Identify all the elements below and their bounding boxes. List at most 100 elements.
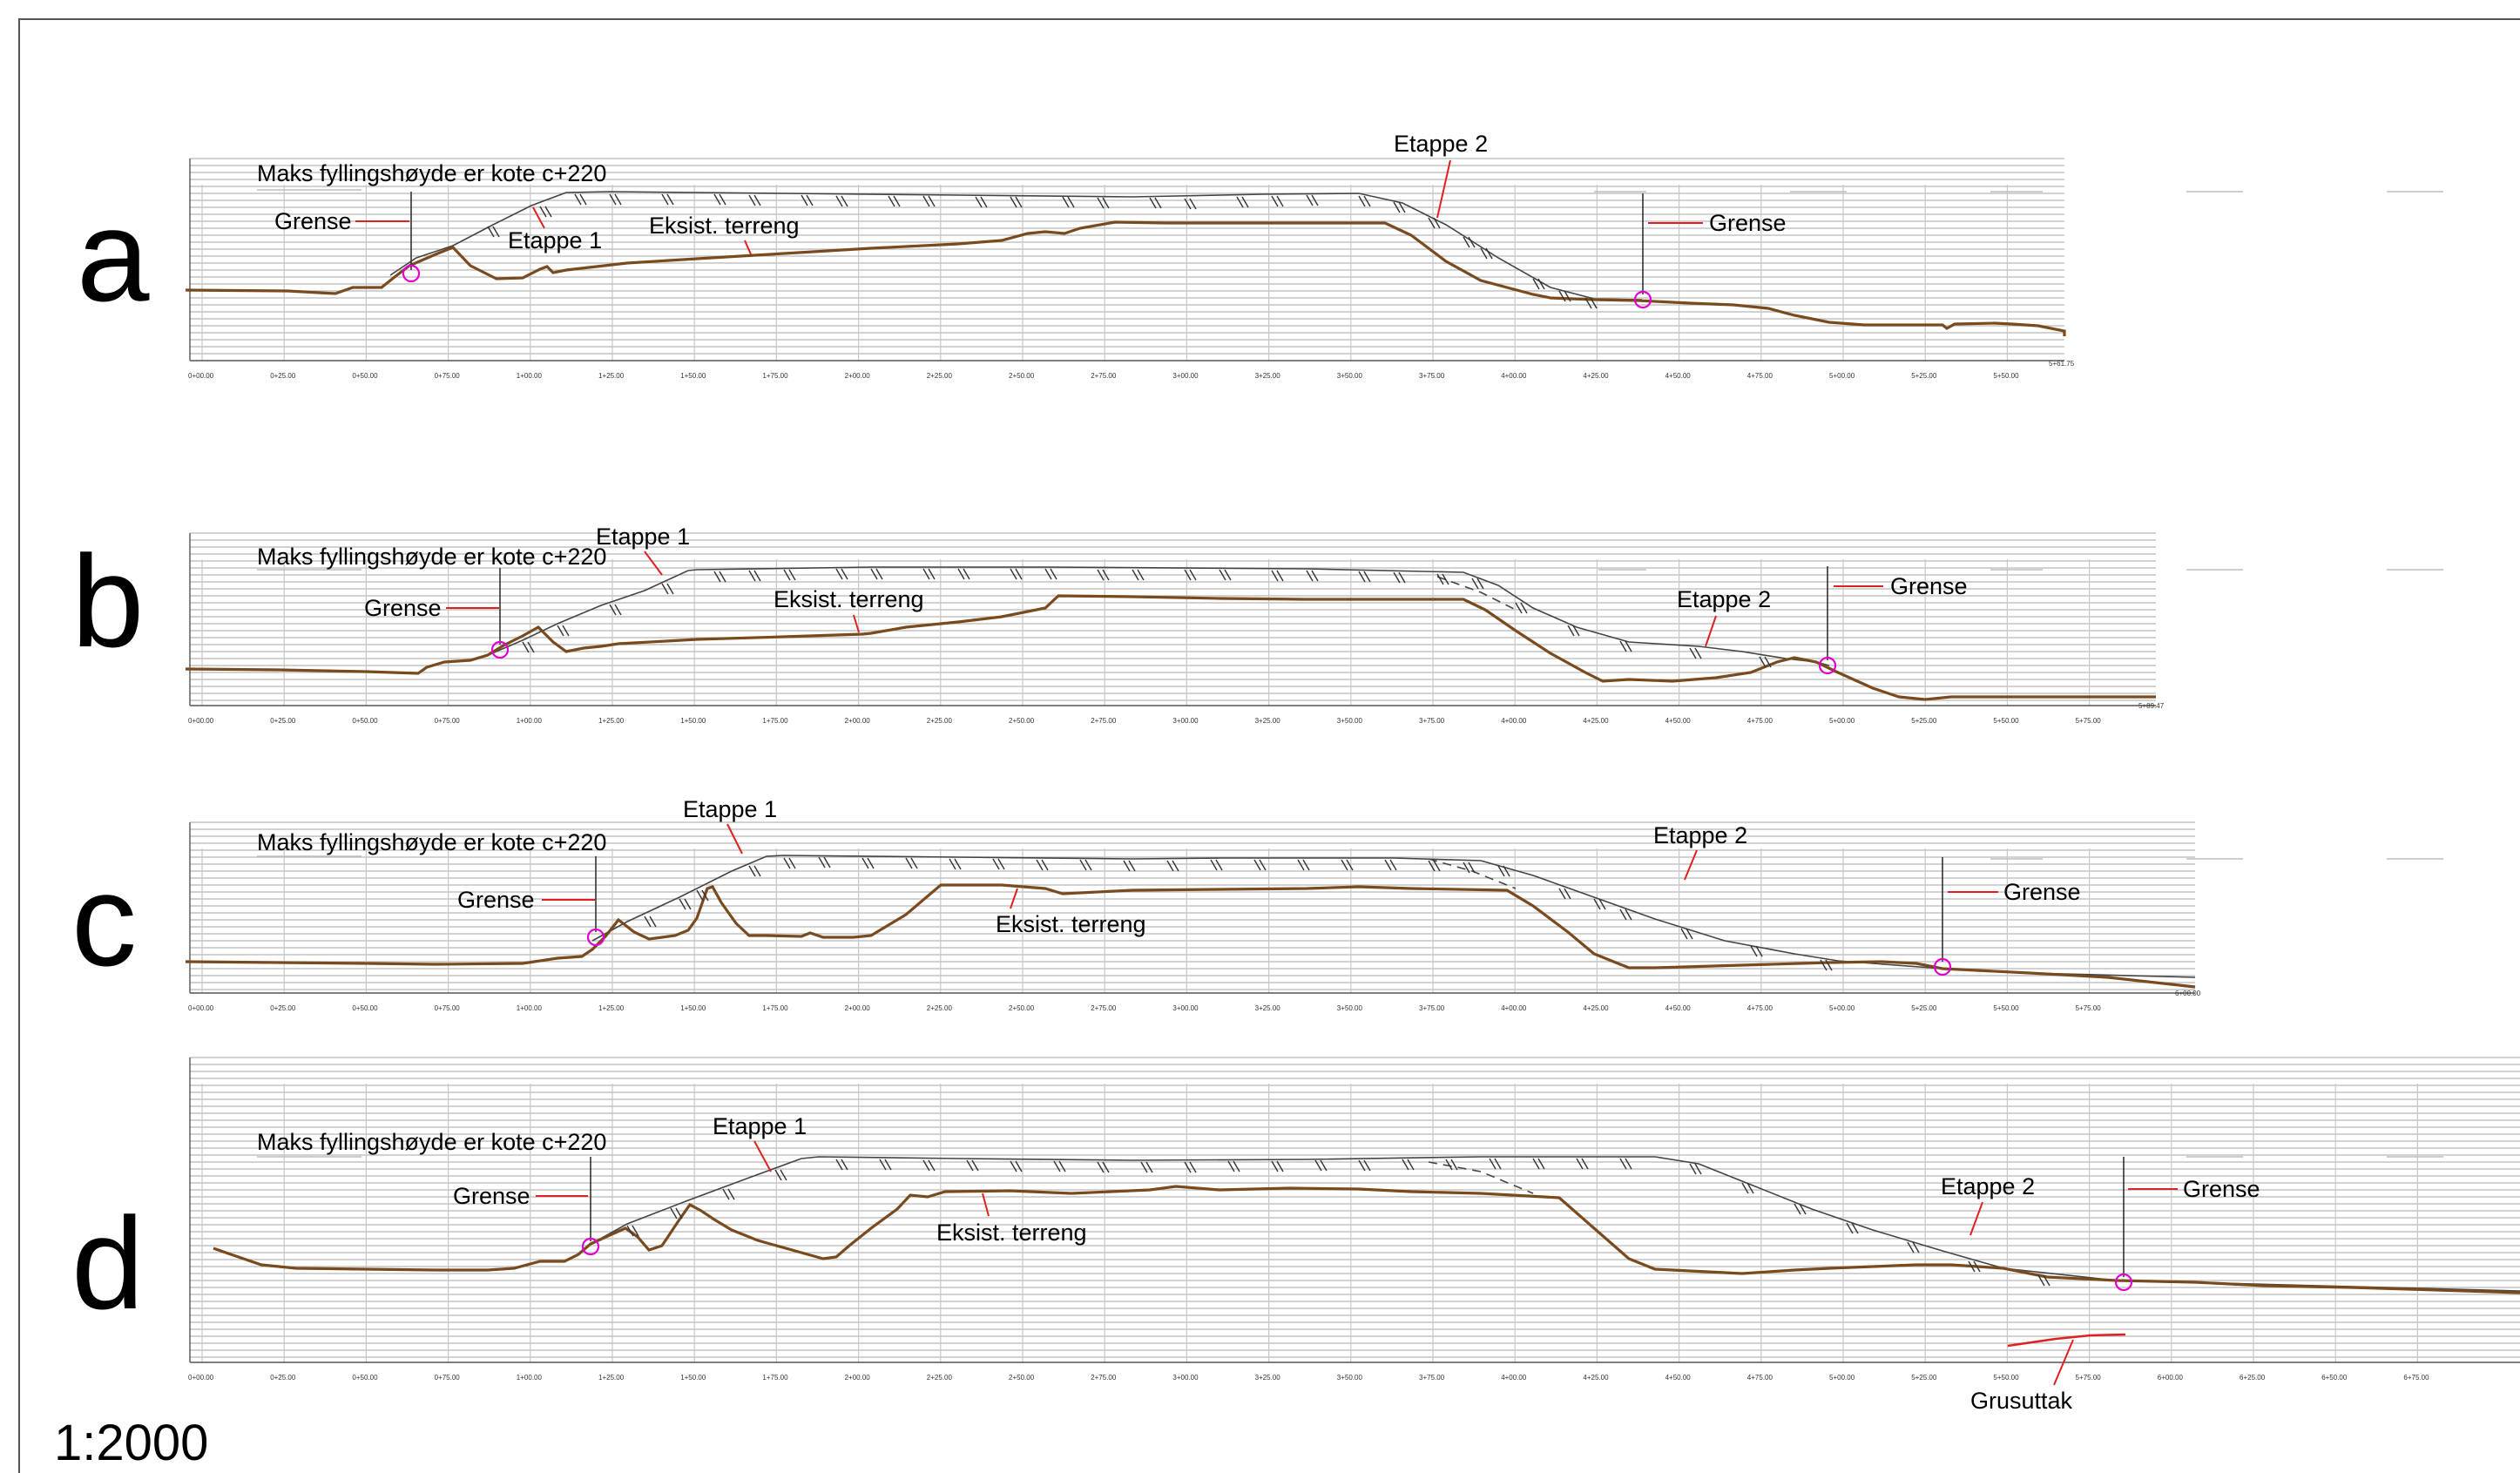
station-tick-label: 3+50.00 <box>1337 1374 1363 1382</box>
station-tick-label: 0+75.00 <box>435 1004 461 1012</box>
station-tick-label: 5+00.00 <box>1829 717 1855 725</box>
station-tick-label: 1+00.00 <box>517 1004 543 1012</box>
station-tick-label: 0+00.00 <box>188 1374 214 1382</box>
panel-b-stage2-label: Etappe 2 <box>1677 586 1771 612</box>
panel-a-end-station: 5+61.75 <box>2049 360 2075 368</box>
station-tick-label: 5+75.00 <box>2076 1374 2102 1382</box>
panel-b-fill-outline <box>491 566 1830 666</box>
panel-b: b Maks fyllingshøyde er kote c+220 Etapp… <box>71 524 2443 725</box>
station-tick-label: 3+00.00 <box>1172 1004 1199 1012</box>
panel-a-boundary-right-label: Grense <box>1709 210 1787 236</box>
station-tick-label: 0+50.00 <box>352 372 378 380</box>
station-tick-label: 4+50.00 <box>1665 1374 1692 1382</box>
station-tick-label: 1+75.00 <box>762 1374 788 1382</box>
station-tick-label: 4+75.00 <box>1747 372 1773 380</box>
station-tick-label: 3+50.00 <box>1337 1004 1363 1012</box>
scale-label: 1:2000 <box>54 1415 208 1471</box>
station-tick-label: 0+00.00 <box>188 1004 214 1012</box>
panel-c-boundary-left-marker <box>586 928 605 947</box>
station-tick-label: 3+00.00 <box>1172 717 1199 725</box>
station-tick-label: 3+75.00 <box>1419 1004 1445 1012</box>
station-tick-label: 2+75.00 <box>1091 1374 1117 1382</box>
panel-a-stage2-label: Etappe 2 <box>1394 131 1488 157</box>
panel-b-boundary-right-label: Grense <box>1890 573 1968 599</box>
panel-letter-a: a <box>77 182 150 328</box>
station-tick-label: 0+00.00 <box>188 717 214 725</box>
station-tick-label: 1+00.00 <box>517 1374 543 1382</box>
station-tick-label: 0+75.00 <box>435 372 461 380</box>
panel-a-terrain <box>185 220 2066 336</box>
station-tick-label: 2+75.00 <box>1091 1004 1117 1012</box>
station-tick-label: 4+25.00 <box>1583 1004 1609 1012</box>
panel-b-terrain-label: Eksist. terreng <box>774 586 924 612</box>
panel-letter-d: d <box>71 1190 144 1336</box>
panel-d-fill-outline <box>587 1156 2520 1292</box>
station-tick-label: 2+00.00 <box>845 1374 871 1382</box>
panel-d-stage1-label: Etappe 1 <box>713 1113 807 1139</box>
station-tick-label: 3+00.00 <box>1172 372 1199 380</box>
panel-c-stage2-label: Etappe 2 <box>1653 822 1747 848</box>
station-tick-label: 3+50.00 <box>1337 372 1363 380</box>
panel-c-boundary-left-label: Grense <box>457 887 535 913</box>
station-tick-label: 5+25.00 <box>1911 372 1937 380</box>
station-tick-label: 1+50.00 <box>680 1374 706 1382</box>
station-tick-label: 5+25.00 <box>1911 717 1937 725</box>
station-tick-label: 1+00.00 <box>517 717 543 725</box>
station-tick-label: 0+75.00 <box>435 1374 461 1382</box>
panel-letter-c: c <box>71 847 137 993</box>
station-tick-label: 6+75.00 <box>2403 1374 2429 1382</box>
panel-d-max-fill-label: Maks fyllingshøyde er kote c+220 <box>257 1129 606 1155</box>
station-tick-label: 1+75.00 <box>762 372 788 380</box>
gravel-pit-line <box>2007 1333 2126 1348</box>
station-tick-label: 3+75.00 <box>1419 372 1445 380</box>
station-tick-label: 0+50.00 <box>352 717 378 725</box>
station-tick-label: 4+00.00 <box>1501 1374 1527 1382</box>
panel-c: c Maks fyllingshøyde er kote c+220 Etapp… <box>71 796 2443 1012</box>
panel-b-stage1-label: Etappe 1 <box>596 524 690 550</box>
panel-b-boundary-left-label: Grense <box>364 595 442 621</box>
station-tick-label: 0+75.00 <box>435 717 461 725</box>
station-tick-label: 0+25.00 <box>270 372 296 380</box>
station-tick-label: 2+25.00 <box>927 1004 953 1012</box>
panel-a-fill-outline <box>389 191 1643 301</box>
station-tick-label: 1+50.00 <box>680 372 706 380</box>
station-tick-label: 5+50.00 <box>1993 717 2019 725</box>
station-tick-label: 2+25.00 <box>927 1374 953 1382</box>
panel-b-max-fill-label: Maks fyllingshøyde er kote c+220 <box>257 544 606 570</box>
station-tick-label: 5+50.00 <box>1993 1374 2019 1382</box>
panel-c-stage1-label: Etappe 1 <box>683 796 777 822</box>
station-tick-label: 5+50.00 <box>1993 372 2019 380</box>
station-tick-label: 4+50.00 <box>1665 372 1692 380</box>
station-tick-label: 5+50.00 <box>1993 1004 2019 1012</box>
station-tick-label: 1+00.00 <box>517 372 543 380</box>
station-tick-label: 4+00.00 <box>1501 372 1527 380</box>
panel-c-end-station: 6+00.00 <box>2175 990 2201 997</box>
panel-a-grid <box>189 158 2064 361</box>
station-tick-label: 1+25.00 <box>598 717 625 725</box>
panel-d-terrain-label: Eksist. terreng <box>936 1220 1087 1246</box>
station-tick-label: 1+25.00 <box>598 1004 625 1012</box>
station-tick-label: 1+25.00 <box>598 372 625 380</box>
station-tick-label: 4+75.00 <box>1747 717 1773 725</box>
panel-b-terrain <box>185 594 2156 701</box>
station-tick-label: 0+25.00 <box>270 717 296 725</box>
station-tick-label: 1+75.00 <box>762 717 788 725</box>
station-tick-label: 2+00.00 <box>845 1004 871 1012</box>
station-tick-label: 1+50.00 <box>680 1004 706 1012</box>
panel-a-boundary-right-marker <box>1633 290 1652 309</box>
station-tick-label: 1+75.00 <box>762 1004 788 1012</box>
panel-letter-b: b <box>71 528 144 674</box>
station-tick-label: 1+50.00 <box>680 717 706 725</box>
station-tick-label: 3+25.00 <box>1255 717 1281 725</box>
panel-d-stage2-label: Etappe 2 <box>1941 1173 2035 1199</box>
station-tick-label: 5+75.00 <box>2076 1004 2102 1012</box>
station-tick-label: 1+25.00 <box>598 1374 625 1382</box>
station-tick-label: 3+75.00 <box>1419 1374 1445 1382</box>
station-tick-label: 3+00.00 <box>1172 1374 1199 1382</box>
station-tick-label: 4+25.00 <box>1583 717 1609 725</box>
panel-b-boundary-left-marker <box>490 640 510 659</box>
panel-c-boundary-right-label: Grense <box>2003 879 2081 905</box>
station-tick-label: 5+25.00 <box>1911 1374 1937 1382</box>
panel-b-end-station: 5+89.47 <box>2138 702 2165 710</box>
